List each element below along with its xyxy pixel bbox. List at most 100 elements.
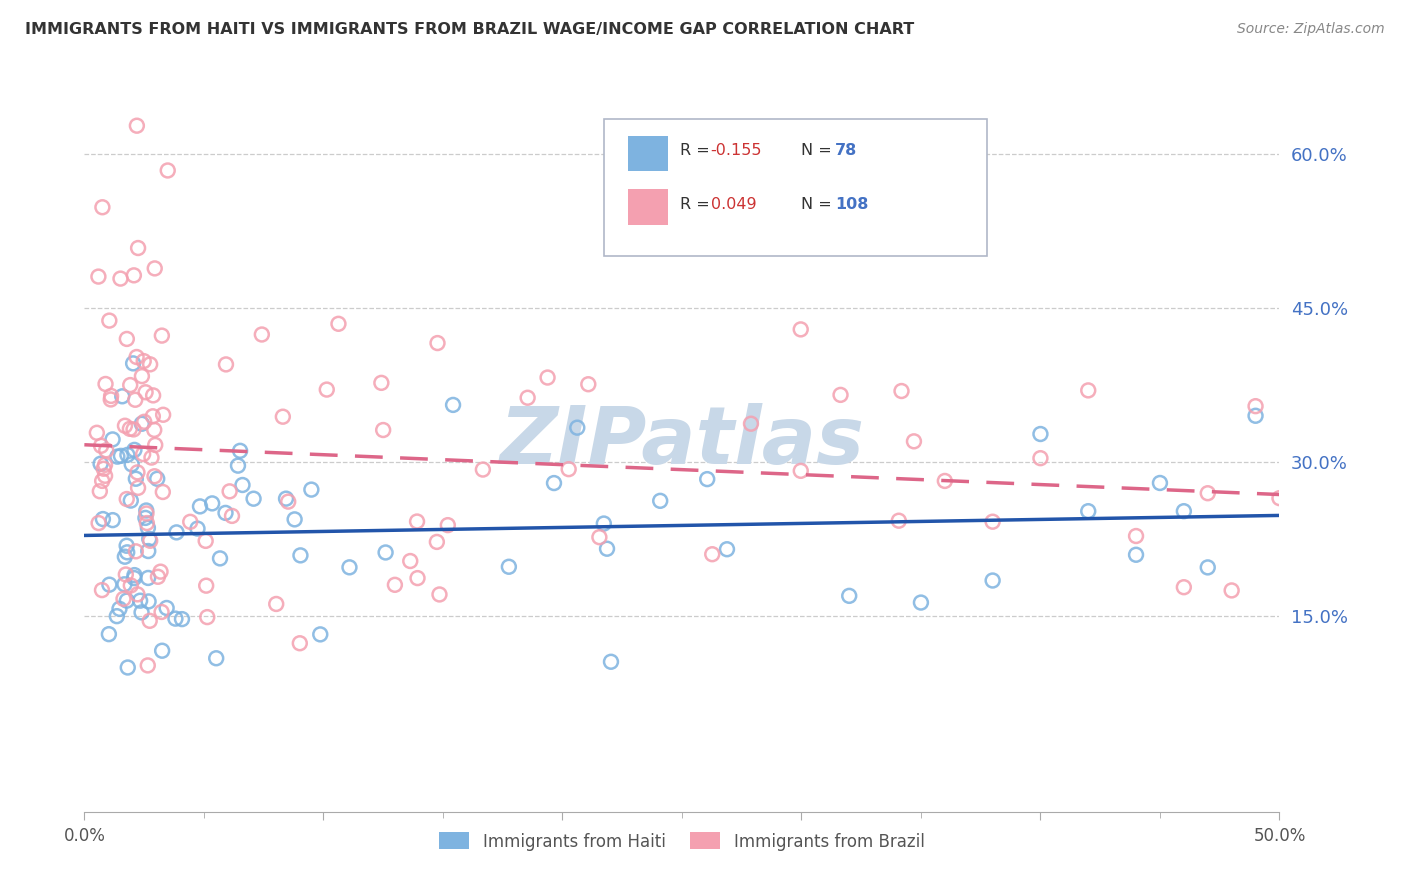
Point — [471, 462, 494, 476]
Point — [152, 485, 174, 500]
Point — [406, 515, 429, 529]
Point — [136, 571, 159, 585]
Point — [134, 415, 156, 429]
Point — [136, 658, 159, 673]
Point — [135, 507, 157, 521]
FancyBboxPatch shape — [605, 120, 987, 257]
Point — [215, 358, 238, 372]
Text: 108: 108 — [835, 197, 869, 212]
Point — [1125, 548, 1147, 562]
Point — [122, 356, 145, 370]
Point — [981, 515, 1004, 529]
Point — [120, 378, 142, 392]
FancyBboxPatch shape — [628, 136, 668, 171]
Point — [981, 574, 1004, 588]
Point — [716, 542, 738, 557]
Point — [131, 606, 153, 620]
Point — [94, 468, 117, 483]
Point — [205, 651, 228, 665]
Point — [127, 587, 149, 601]
Point — [374, 545, 396, 559]
Point — [156, 163, 179, 178]
Point — [384, 578, 406, 592]
Point — [115, 539, 138, 553]
Point — [264, 597, 287, 611]
Point — [98, 577, 121, 591]
Point — [543, 476, 565, 491]
Point — [339, 560, 361, 574]
FancyBboxPatch shape — [628, 189, 668, 225]
Point — [152, 408, 174, 422]
Point — [170, 612, 193, 626]
Point — [105, 450, 128, 464]
Point — [315, 383, 337, 397]
Point — [121, 458, 143, 472]
Point — [536, 370, 558, 384]
Point — [195, 579, 218, 593]
Point — [231, 478, 253, 492]
Point — [218, 484, 240, 499]
Point — [91, 474, 114, 488]
Point — [229, 443, 252, 458]
Point — [740, 417, 762, 431]
Point — [97, 627, 120, 641]
Point — [138, 532, 160, 546]
Point — [143, 438, 166, 452]
Point — [118, 422, 141, 436]
Point — [143, 469, 166, 483]
Point — [114, 549, 136, 564]
Point — [150, 644, 173, 658]
Point — [150, 605, 173, 619]
Point — [165, 612, 187, 626]
Point — [288, 636, 311, 650]
Point — [111, 389, 134, 403]
Point — [112, 577, 135, 591]
Point — [146, 570, 169, 584]
Point — [194, 533, 217, 548]
Point — [373, 423, 395, 437]
Point — [117, 448, 139, 462]
Point — [138, 594, 160, 608]
Point — [124, 442, 146, 457]
Point — [141, 450, 163, 465]
Point — [1220, 583, 1243, 598]
Point — [120, 578, 142, 592]
Point — [838, 589, 860, 603]
Point — [186, 522, 208, 536]
Point — [1029, 451, 1052, 466]
Point — [179, 515, 201, 529]
Point — [138, 614, 160, 628]
Point — [208, 551, 231, 566]
Point — [290, 549, 312, 563]
Point — [195, 610, 218, 624]
Point — [96, 443, 118, 458]
Point — [1197, 560, 1219, 574]
Text: -0.155: -0.155 — [710, 143, 762, 158]
Point — [1197, 486, 1219, 500]
Point — [830, 388, 852, 402]
Point — [557, 462, 579, 476]
Point — [277, 494, 299, 508]
Point — [146, 472, 169, 486]
Point — [1077, 384, 1099, 398]
Point — [108, 602, 131, 616]
Point — [166, 525, 188, 540]
Point — [139, 533, 162, 548]
Point — [87, 516, 110, 530]
Point — [600, 655, 623, 669]
Point — [115, 545, 138, 559]
Point — [90, 439, 112, 453]
Point — [299, 483, 322, 497]
Point — [127, 466, 149, 480]
Point — [125, 544, 148, 558]
Point — [136, 521, 159, 535]
Point — [100, 389, 122, 403]
Point — [114, 567, 136, 582]
Point — [93, 461, 115, 475]
Text: R =: R = — [679, 197, 714, 212]
Point — [1173, 504, 1195, 518]
Point — [426, 336, 449, 351]
Point — [139, 357, 162, 371]
Point — [790, 322, 813, 336]
Point — [90, 457, 112, 471]
